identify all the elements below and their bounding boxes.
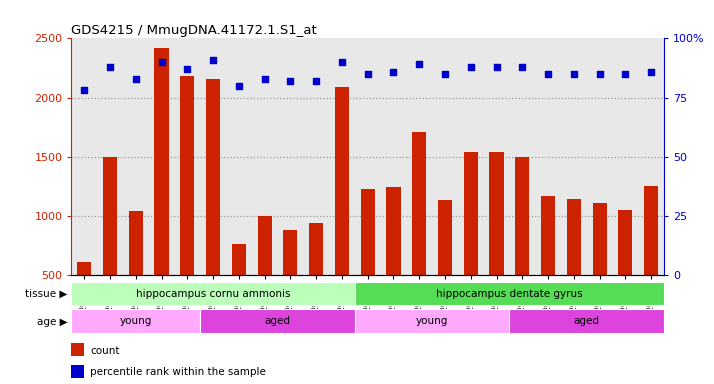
Bar — [309, 223, 323, 334]
Point — [259, 76, 271, 82]
Point — [233, 83, 245, 89]
Point — [491, 64, 502, 70]
Point — [207, 56, 218, 63]
Bar — [490, 152, 503, 334]
Bar — [644, 186, 658, 334]
Bar — [200, 310, 355, 333]
Point — [104, 64, 116, 70]
Bar — [258, 216, 272, 334]
Bar — [355, 282, 664, 305]
Point — [311, 78, 322, 84]
Text: hippocampus cornu ammonis: hippocampus cornu ammonis — [136, 288, 291, 299]
Text: hippocampus dentate gyrus: hippocampus dentate gyrus — [436, 288, 583, 299]
Point — [594, 71, 605, 77]
Point — [568, 71, 580, 77]
Point — [181, 66, 193, 72]
Point — [620, 71, 631, 77]
Bar — [567, 199, 581, 334]
Text: aged: aged — [264, 316, 291, 326]
Text: tissue ▶: tissue ▶ — [26, 289, 68, 299]
Bar — [438, 200, 452, 334]
Bar — [516, 157, 529, 334]
Point — [388, 68, 399, 74]
Point — [336, 59, 348, 65]
Bar — [154, 48, 169, 334]
Bar — [361, 189, 375, 334]
Bar — [206, 79, 220, 334]
Text: percentile rank within the sample: percentile rank within the sample — [91, 367, 266, 377]
Point — [439, 71, 451, 77]
Point — [156, 59, 167, 65]
Text: count: count — [91, 346, 120, 356]
Bar — [355, 310, 509, 333]
Point — [543, 71, 554, 77]
Bar — [71, 310, 200, 333]
Text: GDS4215 / MmugDNA.41172.1.S1_at: GDS4215 / MmugDNA.41172.1.S1_at — [71, 24, 317, 37]
Bar — [335, 87, 349, 334]
Bar — [71, 365, 84, 378]
Bar — [71, 282, 355, 305]
Bar — [463, 152, 478, 334]
Bar — [71, 343, 84, 356]
Text: aged: aged — [574, 316, 600, 326]
Bar — [103, 157, 117, 334]
Bar — [77, 262, 91, 334]
Text: age ▶: age ▶ — [37, 317, 68, 327]
Bar — [386, 187, 401, 334]
Bar — [232, 244, 246, 334]
Point — [465, 64, 476, 70]
Point — [130, 76, 141, 82]
Bar — [509, 310, 664, 333]
Bar — [180, 76, 194, 334]
Bar — [283, 230, 298, 334]
Point — [79, 88, 90, 94]
Bar — [593, 203, 607, 334]
Text: young: young — [120, 316, 152, 326]
Point — [285, 78, 296, 84]
Point — [517, 64, 528, 70]
Text: young: young — [416, 316, 448, 326]
Point — [413, 61, 425, 68]
Bar — [412, 132, 426, 334]
Point — [645, 68, 657, 74]
Point — [362, 71, 373, 77]
Bar — [541, 196, 555, 334]
Bar — [129, 211, 143, 334]
Bar — [618, 210, 633, 334]
